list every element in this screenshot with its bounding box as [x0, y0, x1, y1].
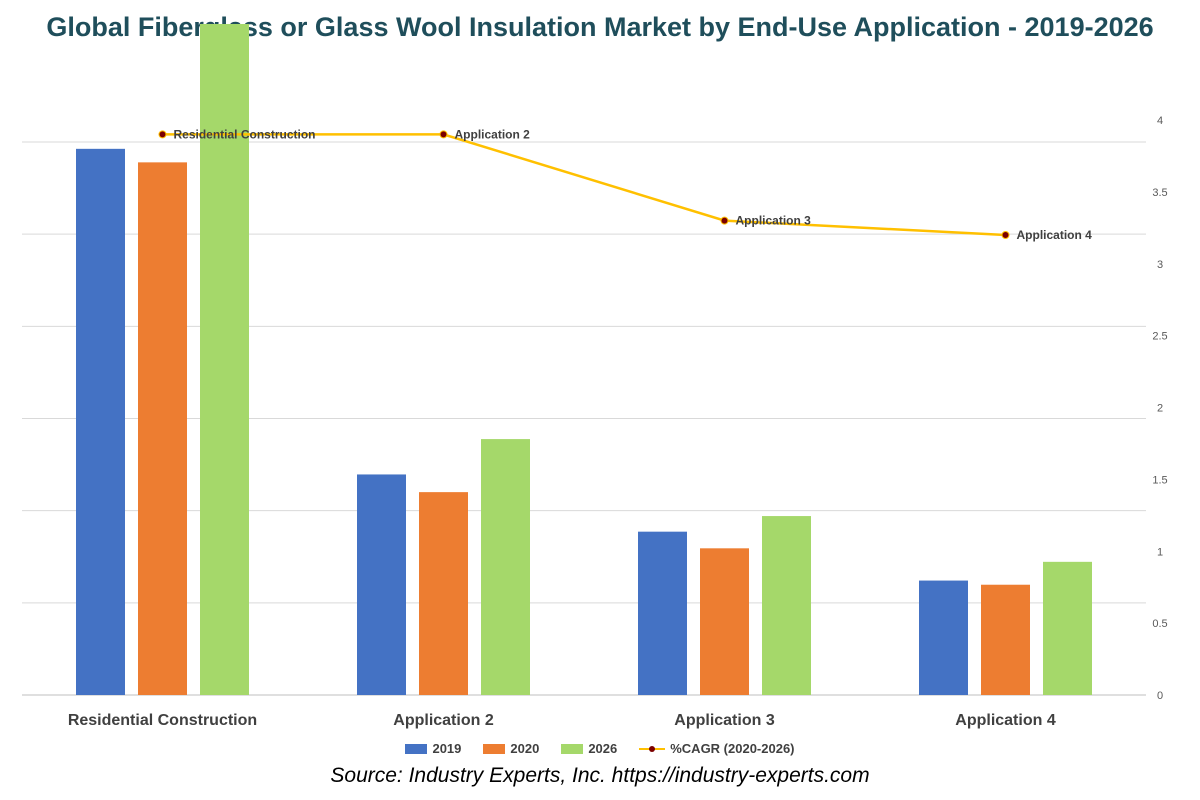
- bar-2026-0: [200, 23, 249, 695]
- x-tick-label: Application 2: [393, 712, 494, 729]
- bar-2019-2: [638, 531, 687, 695]
- cagr-point-label: Application 2: [455, 127, 531, 141]
- legend-item-cagr[interactable]: %CAGR (2020-2026): [639, 741, 795, 756]
- legend: 2019 2020 2026 %CAGR (2020-2026): [0, 741, 1200, 756]
- cagr-marker: [158, 130, 167, 139]
- cagr-point-label: Application 3: [736, 214, 812, 228]
- legend-label-2019: 2019: [432, 741, 462, 756]
- source-note: Source: Industry Experts, Inc. https://i…: [330, 764, 870, 787]
- legend-item-2019[interactable]: 2019: [405, 741, 461, 756]
- bar-2020-2: [700, 548, 749, 695]
- cagr-marker: [720, 216, 729, 225]
- bar-2020-0: [138, 162, 187, 695]
- y2-tick-label: 2.5: [1152, 331, 1167, 343]
- legend-label-2026: 2026: [588, 741, 618, 756]
- cagr-point-label: Residential Construction: [174, 127, 316, 141]
- bar-2019-0: [76, 148, 125, 696]
- cagr-marker: [439, 130, 448, 139]
- bar-2020-3: [981, 584, 1030, 695]
- y2-tick-label: 2: [1157, 403, 1163, 415]
- cagr-marker: [1001, 231, 1010, 239]
- legend-swatch-2020: [483, 743, 506, 754]
- legend-swatch-2026: [561, 743, 584, 754]
- x-tick-label: Application 3: [674, 712, 775, 729]
- legend-swatch-2019: [405, 743, 428, 754]
- legend-label-cagr: %CAGR (2020-2026): [670, 741, 795, 756]
- y2-tick-label: 1: [1157, 546, 1163, 558]
- legend-line-cagr-icon: [639, 742, 666, 756]
- legend-label-2020: 2020: [510, 741, 540, 756]
- bar-2026-2: [762, 516, 811, 695]
- x-tick-label: Residential Construction: [68, 712, 257, 729]
- cagr-point-label: Application 4: [1017, 228, 1093, 242]
- bar-2026-1: [481, 439, 530, 695]
- y2-tick-label: 3.5: [1152, 187, 1167, 199]
- bar-2019-1: [357, 474, 406, 695]
- y2-tick-label: 0.5: [1152, 618, 1167, 630]
- y2-tick-label: 3: [1157, 259, 1163, 271]
- bar-2020-1: [419, 492, 468, 695]
- bar-2019-3: [919, 580, 968, 695]
- legend-item-2026[interactable]: 2026: [561, 741, 617, 756]
- legend-item-2020[interactable]: 2020: [483, 741, 539, 756]
- cagr-line: [162, 133, 1006, 237]
- bar-2026-3: [1043, 561, 1092, 695]
- y2-tick-label: 4: [1157, 115, 1163, 127]
- y2-tick-label: 0: [1157, 690, 1163, 702]
- y2-tick-label: 1.5: [1152, 474, 1167, 486]
- x-tick-label: Application 4: [955, 712, 1056, 729]
